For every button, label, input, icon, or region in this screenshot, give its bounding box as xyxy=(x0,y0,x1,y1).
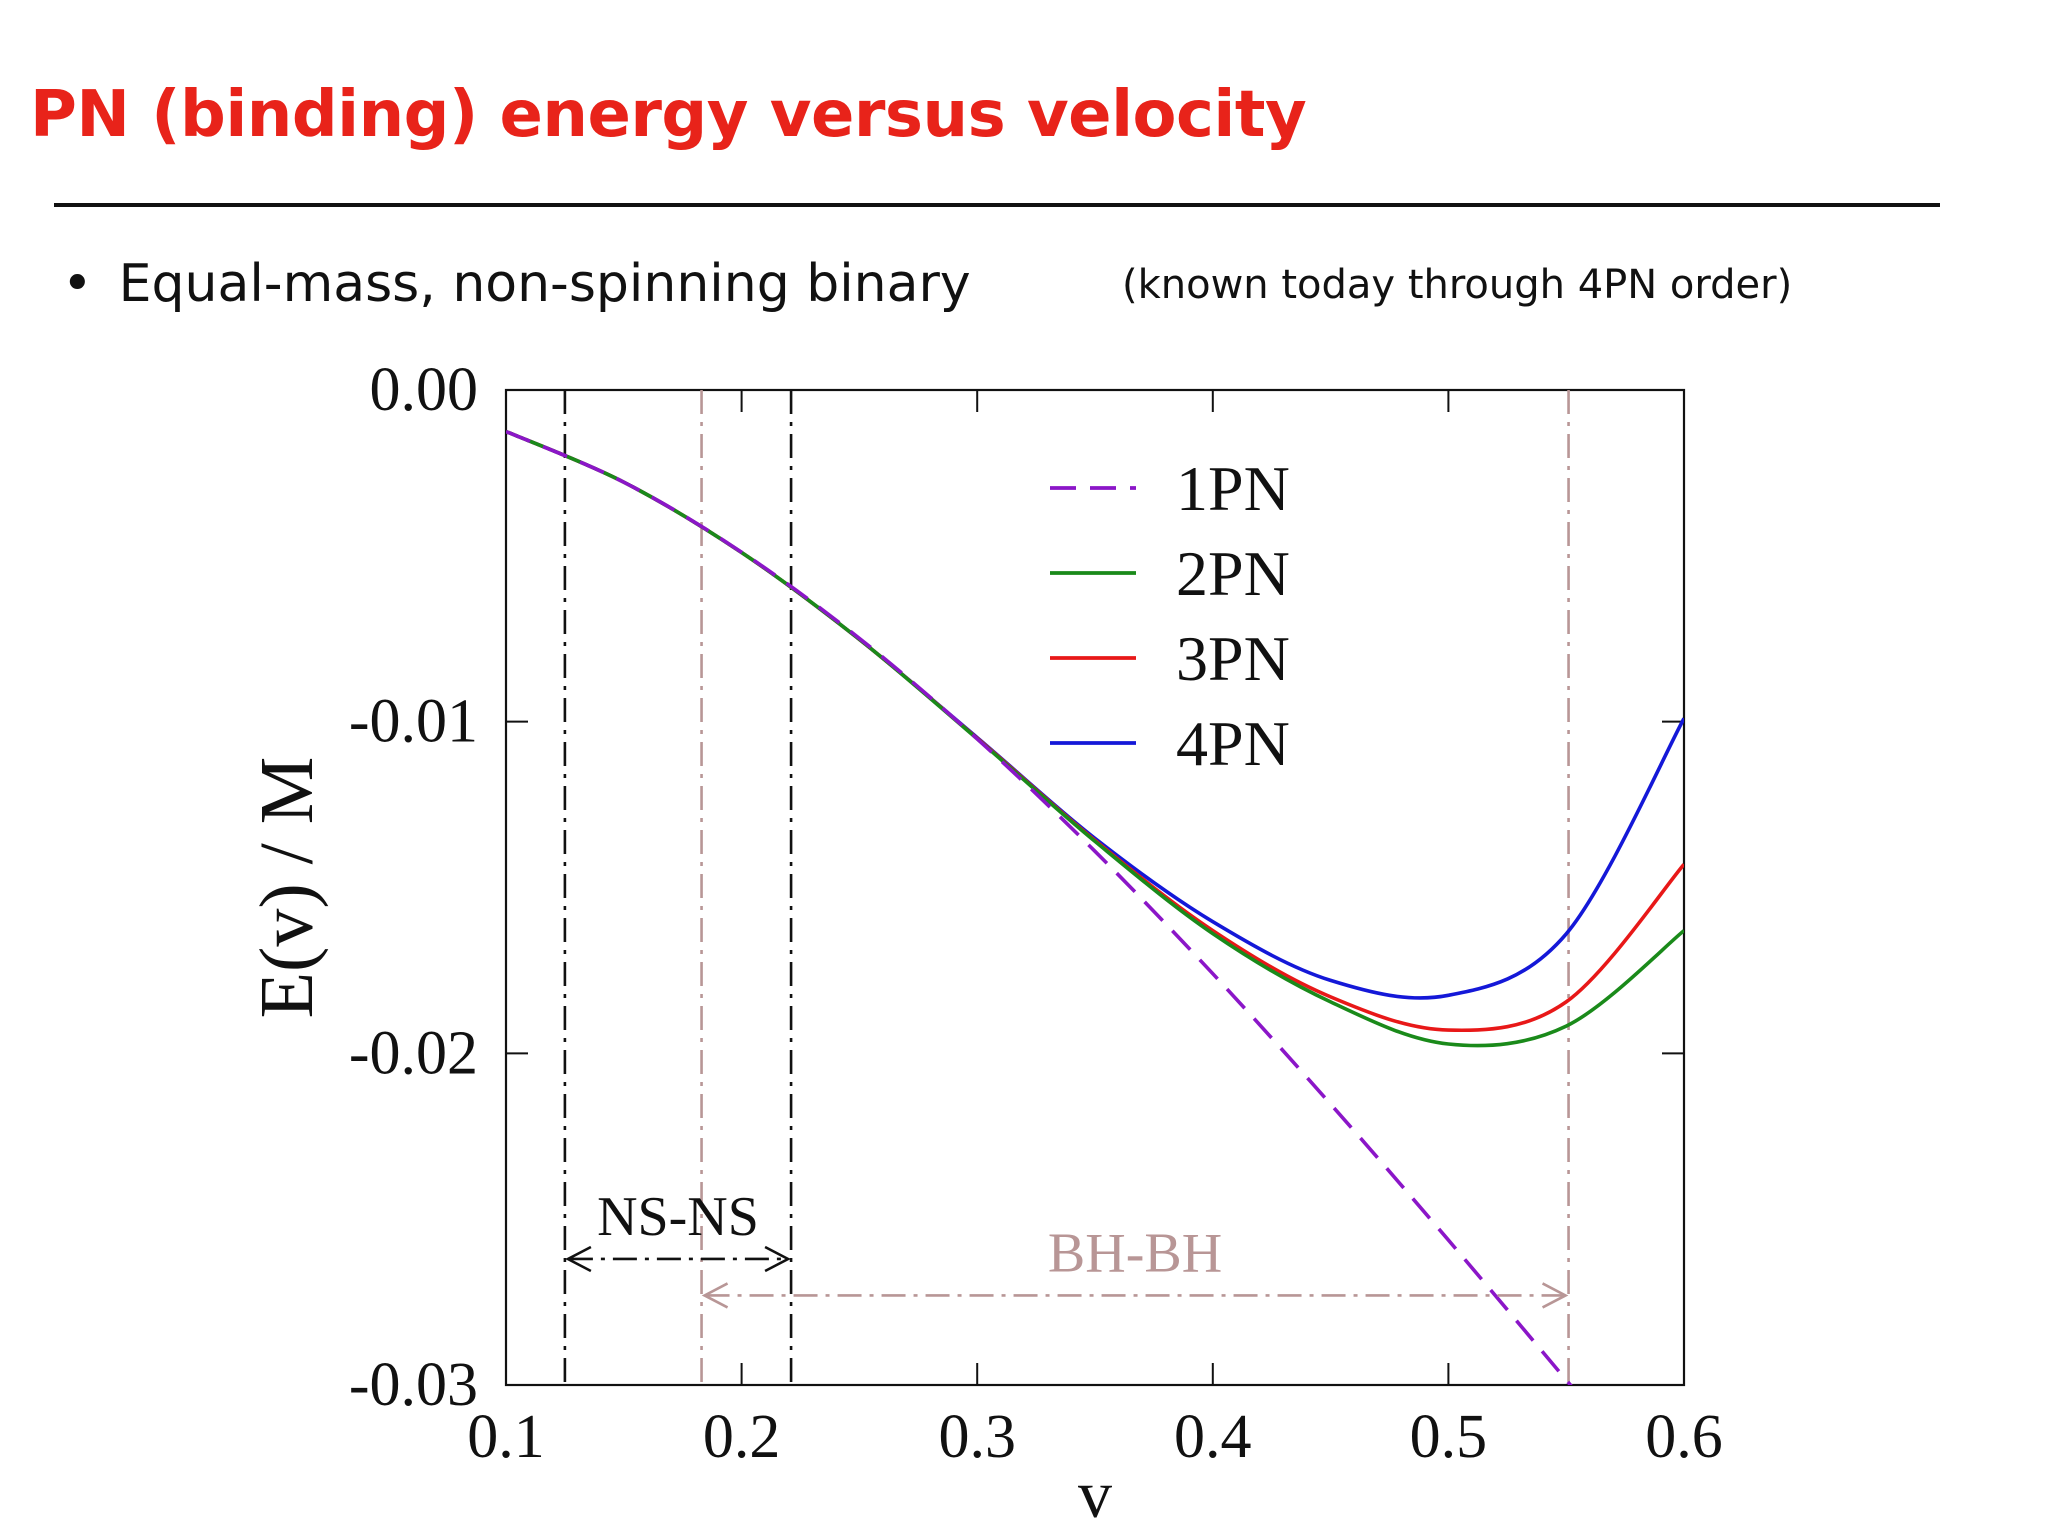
bullet-text: Equal-mass, non-spinning binary xyxy=(118,254,971,314)
arrow-head-left-icon xyxy=(565,1245,592,1273)
x-axis-label: v xyxy=(1078,1456,1112,1530)
arrow-head-right-icon xyxy=(1541,1282,1569,1309)
x-tick-label: 0.5 xyxy=(1410,1403,1488,1471)
series-line-3pn xyxy=(506,429,1684,1033)
y-tick-label: -0.02 xyxy=(349,1019,478,1087)
x-tick-label: 0.3 xyxy=(938,1403,1016,1471)
y-tick-label: -0.01 xyxy=(349,688,478,756)
bullet-item: • Equal-mass, non-spinning binary xyxy=(62,254,971,314)
legend-label: 4PN xyxy=(1176,708,1290,779)
range-label: NS-NS xyxy=(597,1186,759,1248)
y-tick-label: 0.00 xyxy=(370,356,479,424)
series-line-2pn xyxy=(506,429,1684,1048)
x-tick-label: 0.1 xyxy=(467,1403,545,1471)
legend-label: 1PN xyxy=(1176,453,1290,524)
bullet-dot-icon: • xyxy=(62,254,93,314)
legend-label: 2PN xyxy=(1176,538,1290,609)
energy-velocity-chart: 0.1 0.2 0.3 0.4 0.5 0.6 0.00 -0.01 -0.02 -0.03 NS… xyxy=(245,356,1723,1530)
bullet-note: (known today through 4PN order) xyxy=(1122,262,1793,308)
slide-title: PN (binding) energy versus velocity xyxy=(30,78,1307,152)
y-tick-label: -0.03 xyxy=(349,1351,478,1419)
title-divider xyxy=(54,203,1940,207)
x-tick-label: 0.4 xyxy=(1174,1403,1252,1471)
arrow-head-right-icon xyxy=(764,1245,791,1273)
plot-frame xyxy=(504,388,1686,1387)
legend-label: 3PN xyxy=(1176,623,1290,694)
series-line-1pn xyxy=(506,429,1573,1385)
x-tick-label: 0.6 xyxy=(1645,1403,1723,1471)
y-axis-label: E(v) / M xyxy=(245,757,329,1019)
x-tick-label: 0.2 xyxy=(703,1403,781,1471)
range-label: BH-BH xyxy=(1048,1222,1222,1284)
arrow-head-left-icon xyxy=(701,1282,729,1309)
